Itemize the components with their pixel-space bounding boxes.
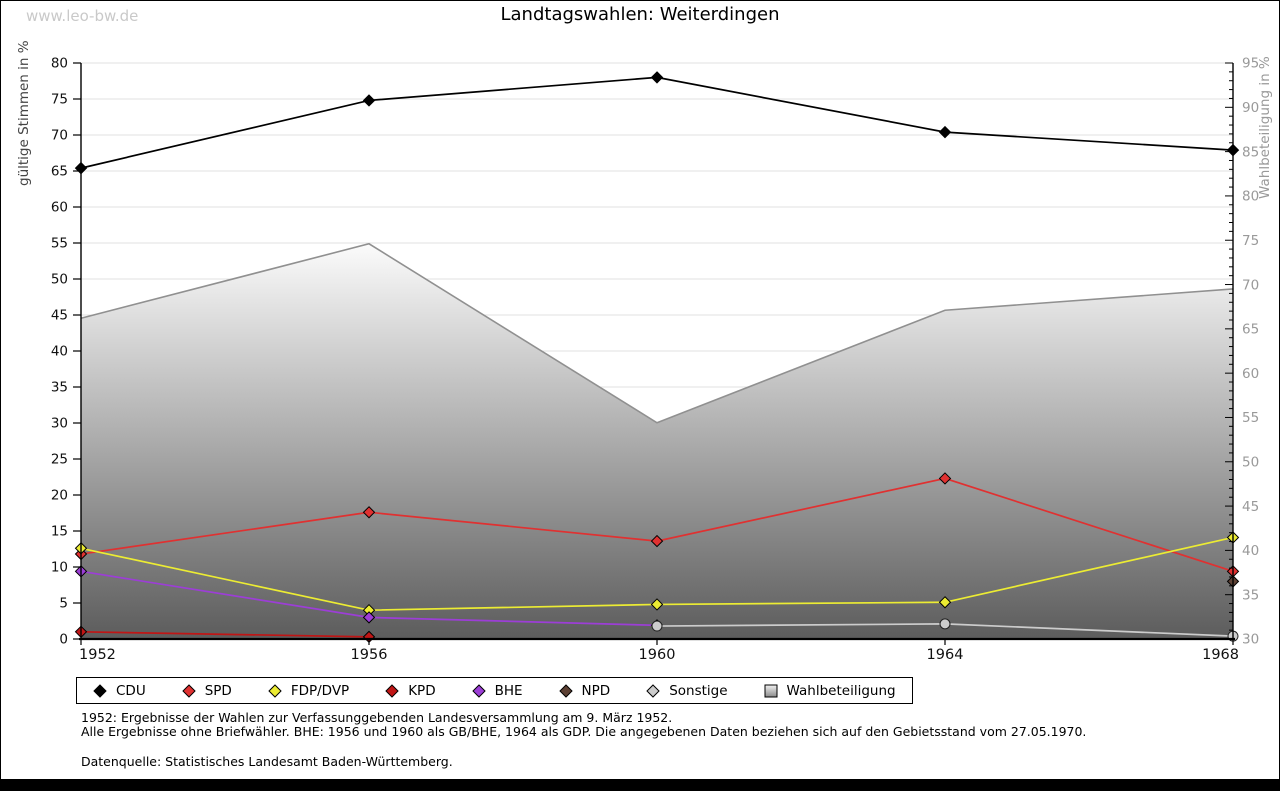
legend-item-spd: SPD — [181, 682, 232, 699]
svg-text:75: 75 — [1242, 233, 1259, 249]
svg-text:65: 65 — [51, 164, 68, 180]
right-axis-ticks: 30 35 40 45 50 55 60 65 70 75 80 85 90 95 — [1225, 56, 1259, 648]
svg-text:95: 95 — [1242, 56, 1259, 72]
svg-text:55: 55 — [1242, 410, 1259, 426]
legend-label: BHE — [494, 682, 523, 699]
legend-label: KPD — [408, 682, 436, 699]
legend-label: SPD — [204, 682, 232, 699]
legend-diamond-marker-icon — [93, 683, 107, 698]
svg-text:15: 15 — [51, 524, 68, 540]
chart-title: Landtagswahlen: Weiterdingen — [500, 4, 780, 25]
chart-canvas: 0 5 10 15 20 25 30 35 40 45 50 55 60 65 70 75 80 30 35 40 45… — [16, 40, 1273, 663]
legend-diamond-marker-icon — [385, 683, 399, 698]
svg-text:90: 90 — [1242, 100, 1259, 116]
svg-text:35: 35 — [51, 380, 68, 396]
svg-text:45: 45 — [1242, 499, 1259, 515]
legend-item-npd: NPD — [558, 682, 611, 699]
left-axis-ticks: 0 5 10 15 20 25 30 35 40 45 50 55 60 65 70 75 80 — [51, 56, 81, 648]
legend-item-cdu: CDU — [93, 683, 146, 699]
chart-legend: CDU SPD FDP/DVP KPD BHE NPD Sonstige Wahlbeteil… — [76, 677, 913, 704]
legend-diamond-marker-icon — [471, 683, 486, 698]
data-source-note: Datenquelle: Statistisches Landesamt Bad… — [81, 754, 453, 769]
svg-text:45: 45 — [51, 308, 68, 324]
svg-text:30: 30 — [1242, 632, 1259, 648]
right-axis-title: Wahlbeteiligung in % — [1257, 56, 1273, 199]
svg-text:80: 80 — [1242, 189, 1259, 205]
legend-item-bhe: BHE — [471, 682, 523, 699]
legend-label: FDP/DVP — [290, 682, 350, 699]
svg-text:60: 60 — [51, 200, 68, 216]
bottom-bar — [1, 779, 1279, 790]
left-axis-title: gültige Stimmen in % — [16, 40, 32, 186]
svg-text:40: 40 — [51, 344, 68, 360]
legend-item-sonstige: Sonstige — [646, 682, 728, 699]
svg-text:1956: 1956 — [351, 647, 388, 661]
svg-text:40: 40 — [1242, 543, 1259, 559]
series-wahlbeteiligung-area — [80, 242, 1234, 639]
legend-item-kpd: KPD — [385, 682, 436, 699]
legend-label: Wahlbeteiligung — [786, 682, 896, 699]
svg-text:30: 30 — [51, 416, 68, 432]
series-cdu — [74, 71, 1240, 175]
legend-diamond-marker-icon — [268, 683, 282, 698]
svg-text:35: 35 — [1242, 587, 1259, 603]
svg-text:1964: 1964 — [927, 647, 964, 661]
svg-text:85: 85 — [1242, 144, 1259, 160]
footer-note-line1: 1952: Ergebnisse der Wahlen zur Verfassu… — [81, 710, 673, 725]
legend-label: CDU — [116, 682, 146, 699]
svg-text:10: 10 — [51, 560, 68, 576]
watermark: www.leo-bw.de — [26, 7, 139, 25]
svg-text:20: 20 — [51, 488, 68, 504]
legend-item-wahlbeteiligung: Wahlbeteiligung — [764, 683, 896, 699]
svg-text:25: 25 — [51, 452, 68, 468]
legend-item-fdp-dvp: FDP/DVP — [268, 683, 349, 699]
svg-text:50: 50 — [51, 272, 68, 288]
chart-area: 0 5 10 15 20 25 30 35 40 45 50 55 60 65 70 75 80 30 35 40 45… — [1, 1, 1279, 663]
svg-text:5: 5 — [59, 596, 68, 612]
legend-diamond-marker-icon — [646, 683, 660, 698]
svg-text:50: 50 — [1242, 454, 1259, 470]
legend-label: Sonstige — [669, 682, 728, 699]
legend-diamond-marker-icon — [181, 683, 196, 698]
svg-text:1968: 1968 — [1202, 647, 1239, 661]
svg-text:1952: 1952 — [79, 647, 116, 661]
svg-text:0: 0 — [59, 632, 68, 648]
legend-diamond-marker-icon — [558, 683, 573, 698]
svg-text:70: 70 — [51, 128, 68, 144]
legend-label: NPD — [581, 682, 611, 699]
svg-text:1960: 1960 — [639, 647, 676, 661]
legend-area-swatch-icon — [764, 684, 778, 697]
footer-note-line2: Alle Ergebnisse ohne Briefwähler. BHE: 1… — [81, 723, 1087, 739]
svg-text:55: 55 — [51, 236, 68, 252]
x-axis-ticks: 1952 1956 1960 1964 1968 — [79, 639, 1239, 663]
svg-text:70: 70 — [1242, 277, 1259, 293]
svg-text:60: 60 — [1242, 366, 1259, 382]
svg-text:75: 75 — [51, 92, 68, 108]
footer-notes: 1952: Ergebnisse der Wahlen zur Verfassu… — [81, 711, 1221, 769]
svg-text:65: 65 — [1242, 322, 1259, 338]
svg-text:80: 80 — [51, 56, 68, 72]
